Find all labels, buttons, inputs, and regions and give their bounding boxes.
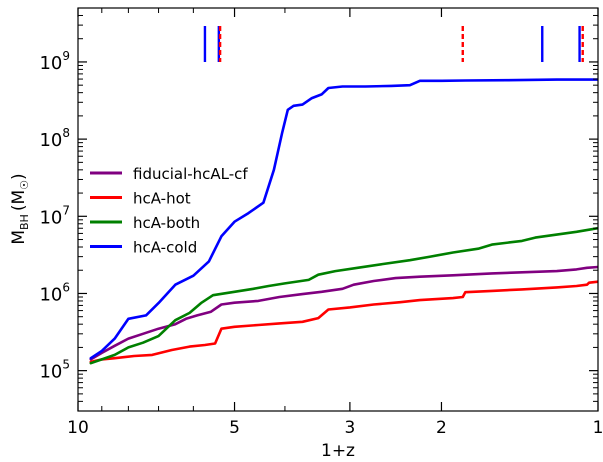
x-tick-label: 3 [344,418,355,438]
plot-frame [77,7,599,412]
x-tick-label: 2 [436,418,447,438]
series-line-hcA-cold [89,78,598,360]
y-axis-label-unit-sym: ☉ [18,180,31,190]
y-axis-label: MBH (M☉) [9,173,31,244]
series-layer [89,78,598,365]
legend-label-fiducial-hcAL-cf: fiducial-hcAL-cf [133,165,248,183]
series-line-hcA-hot [89,280,598,364]
y-tick-label: 107 [39,203,70,228]
y-tick-label: 106 [39,280,70,305]
x-tick-label: 1 [593,418,603,438]
y-axis-label-unit: (M [9,190,29,211]
x-tick-label: 10 [67,418,89,438]
legend-label-hcA-hot: hcA-hot [133,190,191,208]
y-axis: 105 106 107 108 109 [39,7,598,412]
x-tick-label: 5 [229,418,240,438]
y-axis-label-main: M [9,230,29,245]
y-axis-label-unit-close: ) [9,173,29,180]
series-line-hcA-both [89,226,598,365]
series-line-fiducial-hcAL-cf [89,265,598,361]
x-axis-label: 1+z [321,441,355,461]
x-axis: 10 5 3 2 1 [67,8,603,438]
legend-label-hcA-cold: hcA-cold [133,239,197,257]
event-marker-layer [203,26,584,62]
y-tick-label: 108 [39,126,70,151]
y-tick-label: 105 [39,358,70,383]
legend-label-hcA-both: hcA-both [133,214,200,232]
legend: fiducial-hcAL-cf hcA-hot hcA-both hcA-cold [90,165,248,257]
y-axis-label-sub: BH [18,214,31,230]
y-tick-label: 109 [39,49,70,74]
